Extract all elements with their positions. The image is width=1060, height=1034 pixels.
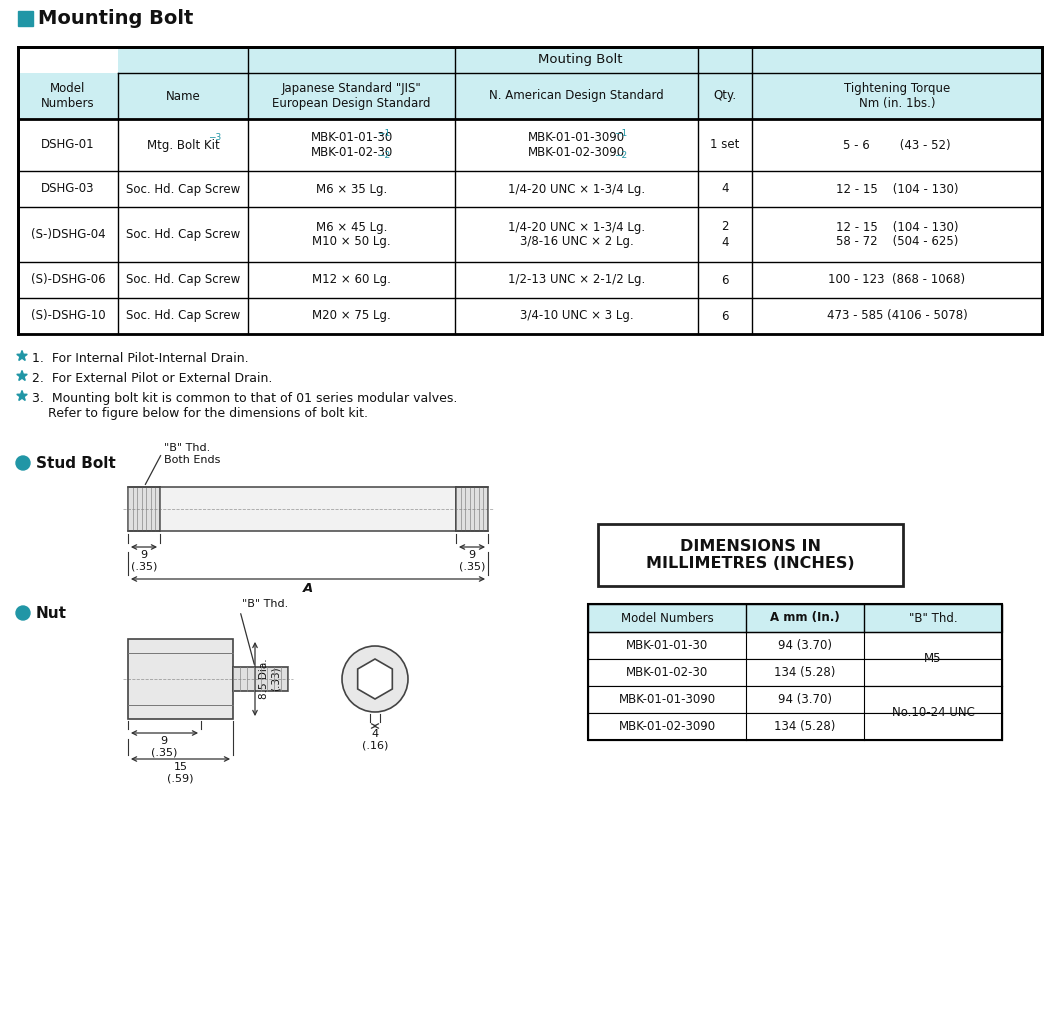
Text: 8.5 Dia.
(.33): 8.5 Dia. (.33) bbox=[259, 659, 281, 699]
Text: −2: −2 bbox=[615, 152, 628, 160]
Text: 1/2-13 UNC × 2-1/2 Lg.: 1/2-13 UNC × 2-1/2 Lg. bbox=[508, 274, 646, 286]
Bar bbox=[588, 713, 1002, 740]
Text: 1.  For Internal Pilot-Internal Drain.: 1. For Internal Pilot-Internal Drain. bbox=[32, 352, 249, 365]
Text: DSHG-03: DSHG-03 bbox=[41, 182, 94, 195]
Text: 6: 6 bbox=[721, 309, 729, 323]
Text: 100 - 123  (868 - 1068): 100 - 123 (868 - 1068) bbox=[829, 274, 966, 286]
Text: MBK-01-02-30: MBK-01-02-30 bbox=[625, 666, 708, 679]
Text: MBK-01-02-3090: MBK-01-02-3090 bbox=[618, 720, 716, 733]
Text: 5 - 6        (43 - 52): 5 - 6 (43 - 52) bbox=[843, 139, 951, 152]
Text: −1: −1 bbox=[615, 129, 628, 139]
Text: A mm (In.): A mm (In.) bbox=[771, 611, 840, 625]
Bar bbox=[588, 604, 1002, 632]
Text: 12 - 15    (104 - 130)
58 - 72    (504 - 625): 12 - 15 (104 - 130) 58 - 72 (504 - 625) bbox=[835, 220, 958, 248]
Text: 2.  For External Pilot or External Drain.: 2. For External Pilot or External Drain. bbox=[32, 372, 272, 385]
Polygon shape bbox=[357, 659, 392, 699]
Text: 4
(.16): 4 (.16) bbox=[361, 729, 388, 751]
Bar bbox=[456, 487, 488, 531]
Text: (S)-DSHG-10: (S)-DSHG-10 bbox=[31, 309, 105, 323]
Text: M20 × 75 Lg.: M20 × 75 Lg. bbox=[312, 309, 391, 323]
Text: Soc. Hd. Cap Screw: Soc. Hd. Cap Screw bbox=[126, 229, 241, 241]
Text: M6 × 35 Lg.: M6 × 35 Lg. bbox=[316, 182, 387, 195]
Polygon shape bbox=[17, 391, 28, 400]
Text: 12 - 15    (104 - 130): 12 - 15 (104 - 130) bbox=[835, 182, 958, 195]
Text: "B" Thd.
Both Ends: "B" Thd. Both Ends bbox=[164, 443, 220, 464]
Text: 2
4: 2 4 bbox=[721, 220, 729, 248]
Text: Qty.: Qty. bbox=[713, 90, 737, 102]
Text: M6 × 45 Lg.
M10 × 50 Lg.: M6 × 45 Lg. M10 × 50 Lg. bbox=[313, 220, 391, 248]
Text: −2: −2 bbox=[377, 152, 391, 160]
Circle shape bbox=[342, 646, 408, 712]
Text: 1/4-20 UNC × 1-3/4 Lg.
3/8-16 UNC × 2 Lg.: 1/4-20 UNC × 1-3/4 Lg. 3/8-16 UNC × 2 Lg… bbox=[508, 220, 646, 248]
Text: 4: 4 bbox=[721, 182, 729, 195]
Text: Mounting Bolt: Mounting Bolt bbox=[38, 8, 193, 28]
Text: 3/4-10 UNC × 3 Lg.: 3/4-10 UNC × 3 Lg. bbox=[519, 309, 633, 323]
Text: 3.  Mounting bolt kit is common to that of 01 series modular valves.: 3. Mounting bolt kit is common to that o… bbox=[32, 392, 457, 405]
Text: 94 (3.70): 94 (3.70) bbox=[778, 639, 832, 652]
Text: −1: −1 bbox=[377, 129, 391, 139]
Bar bbox=[128, 487, 160, 531]
Text: 9
(.35): 9 (.35) bbox=[459, 550, 485, 572]
Polygon shape bbox=[17, 351, 28, 361]
Text: (S-)DSHG-04: (S-)DSHG-04 bbox=[31, 229, 105, 241]
Circle shape bbox=[16, 456, 30, 470]
Text: Soc. Hd. Cap Screw: Soc. Hd. Cap Screw bbox=[126, 274, 241, 286]
Text: A: A bbox=[303, 582, 313, 595]
Text: "B" Thd.: "B" Thd. bbox=[908, 611, 957, 625]
Text: MBK-01-01-3090: MBK-01-01-3090 bbox=[618, 693, 716, 706]
Text: M12 × 60 Lg.: M12 × 60 Lg. bbox=[312, 274, 391, 286]
Bar bbox=[588, 686, 1002, 713]
Text: 1/4-20 UNC × 1-3/4 Lg.: 1/4-20 UNC × 1-3/4 Lg. bbox=[508, 182, 646, 195]
Text: Nut: Nut bbox=[36, 606, 67, 620]
Circle shape bbox=[16, 606, 30, 620]
Text: Name: Name bbox=[165, 90, 200, 102]
Bar bbox=[588, 604, 1002, 740]
Text: MBK-01-01-3090
MBK-01-02-3090: MBK-01-01-3090 MBK-01-02-3090 bbox=[528, 131, 625, 159]
Bar bbox=[18, 73, 1042, 119]
Bar bbox=[18, 11, 33, 26]
Bar bbox=[588, 604, 1002, 632]
Text: Mouting Bolt: Mouting Bolt bbox=[537, 54, 622, 66]
Bar bbox=[160, 487, 456, 531]
Bar bbox=[233, 667, 288, 691]
Text: 94 (3.70): 94 (3.70) bbox=[778, 693, 832, 706]
Text: Stud Bolt: Stud Bolt bbox=[36, 456, 116, 470]
Text: Soc. Hd. Cap Screw: Soc. Hd. Cap Screw bbox=[126, 182, 241, 195]
Text: No.10-24 UNC: No.10-24 UNC bbox=[891, 706, 974, 720]
Text: MBK-01-01-30: MBK-01-01-30 bbox=[625, 639, 708, 652]
Bar bbox=[598, 524, 903, 586]
Text: DIMENSIONS IN
MILLIMETRES (INCHES): DIMENSIONS IN MILLIMETRES (INCHES) bbox=[647, 539, 854, 571]
Text: 134 (5.28): 134 (5.28) bbox=[774, 666, 835, 679]
Text: DSHG-01: DSHG-01 bbox=[41, 139, 94, 152]
Text: MBK-01-01-30
MBK-01-02-30: MBK-01-01-30 MBK-01-02-30 bbox=[311, 131, 392, 159]
Text: Soc. Hd. Cap Screw: Soc. Hd. Cap Screw bbox=[126, 309, 241, 323]
Text: 1 set: 1 set bbox=[710, 139, 740, 152]
Text: Refer to figure below for the dimensions of bolt kit.: Refer to figure below for the dimensions… bbox=[32, 407, 368, 420]
Text: 473 - 585 (4106 - 5078): 473 - 585 (4106 - 5078) bbox=[827, 309, 968, 323]
Text: 9
(.35): 9 (.35) bbox=[130, 550, 157, 572]
Text: −3: −3 bbox=[208, 132, 222, 142]
Bar bbox=[18, 47, 1042, 334]
Text: Model
Numbers: Model Numbers bbox=[41, 82, 94, 110]
Bar bbox=[588, 632, 1002, 659]
Text: 9
(.35): 9 (.35) bbox=[151, 736, 177, 758]
Bar bbox=[118, 47, 1042, 73]
Text: Mtg. Bolt Kit: Mtg. Bolt Kit bbox=[146, 139, 219, 152]
Text: 6: 6 bbox=[721, 274, 729, 286]
Text: N. American Design Standard: N. American Design Standard bbox=[489, 90, 664, 102]
Text: (S)-DSHG-06: (S)-DSHG-06 bbox=[31, 274, 105, 286]
Bar bbox=[588, 659, 1002, 686]
Text: "B" Thd.: "B" Thd. bbox=[242, 599, 288, 609]
Text: 15
(.59): 15 (.59) bbox=[167, 762, 194, 784]
Bar bbox=[18, 47, 1042, 334]
Text: Tightening Torque
Nm (in. 1bs.): Tightening Torque Nm (in. 1bs.) bbox=[844, 82, 950, 110]
Text: Japanese Standard "JIS"
European Design Standard: Japanese Standard "JIS" European Design … bbox=[272, 82, 430, 110]
Text: Model Numbers: Model Numbers bbox=[620, 611, 713, 625]
Bar bbox=[128, 639, 233, 719]
Polygon shape bbox=[17, 370, 28, 381]
Text: 134 (5.28): 134 (5.28) bbox=[774, 720, 835, 733]
Text: M5: M5 bbox=[924, 652, 941, 666]
